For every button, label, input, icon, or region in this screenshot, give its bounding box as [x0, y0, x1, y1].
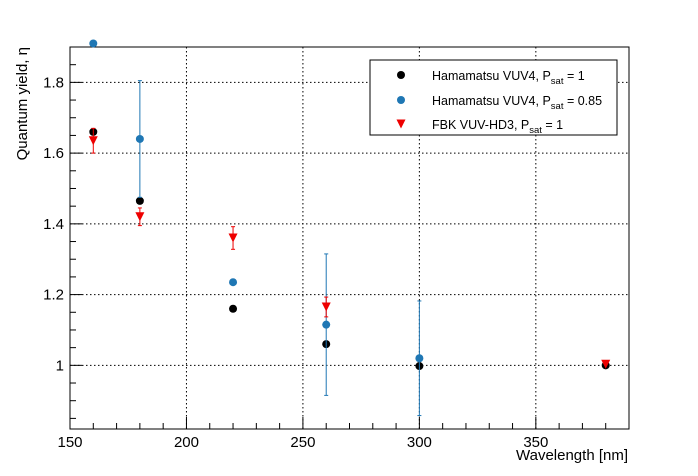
axis-ticks [69, 46, 630, 429]
legend-subscript: sat [529, 125, 542, 136]
series-2 [89, 39, 424, 417]
data-point [415, 354, 424, 363]
y-axis-title: Quantum yield, η [14, 47, 31, 160]
data-point [135, 212, 145, 222]
tick-labels: 150 200 250 300 350 1 1.2 1.4 1.6 1.8 [43, 74, 548, 451]
legend-marker [396, 119, 406, 129]
data-series [88, 39, 611, 417]
data-point [88, 136, 98, 146]
data-point [601, 359, 611, 369]
data-point [135, 196, 144, 205]
y-tick-label: 1.8 [43, 74, 64, 91]
x-tick-label: 200 [174, 434, 199, 451]
y-tick-label: 1.4 [43, 216, 64, 233]
data-point [229, 278, 238, 287]
legend-marker [397, 71, 405, 79]
grid [70, 47, 629, 429]
data-point [135, 134, 144, 143]
series-1 [89, 127, 610, 371]
y-tick-label: 1.6 [43, 145, 64, 162]
legend-subscript: sat [551, 76, 564, 87]
legend-marker [397, 96, 405, 104]
data-point [322, 320, 331, 329]
x-tick-label: 350 [523, 434, 548, 451]
legend-subscript: sat [551, 101, 564, 112]
x-axis-title: Wavelength [nm] [516, 447, 628, 464]
y-tick-label: 1 [56, 357, 64, 374]
legend-tail: = 1 [563, 69, 584, 83]
legend-tail: = 1 [542, 118, 563, 132]
legend-box [369, 59, 618, 136]
data-point [89, 39, 98, 48]
x-tick-label: 300 [407, 434, 432, 451]
data-point [228, 233, 238, 243]
x-tick-label: 150 [57, 434, 82, 451]
data-point [229, 304, 238, 313]
x-tick-label: 250 [290, 434, 315, 451]
series-3 [88, 127, 611, 369]
data-point [321, 302, 331, 312]
y-tick-label: 1.2 [43, 287, 64, 304]
legend-tail: = 0.85 [563, 94, 602, 108]
legend-label: Hamamatsu VUV4, Psat = 1 [432, 69, 585, 87]
